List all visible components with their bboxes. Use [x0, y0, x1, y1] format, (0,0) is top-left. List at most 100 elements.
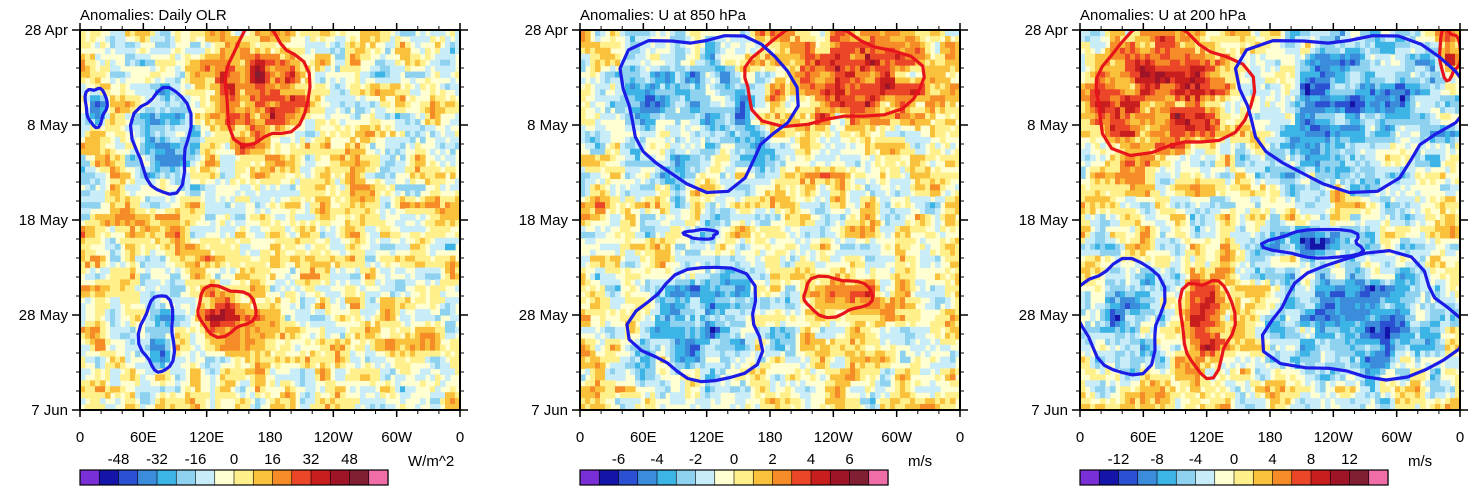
heatmap-cell — [290, 66, 296, 73]
heatmap-cell — [215, 66, 221, 73]
heatmap-cell — [440, 380, 446, 387]
heatmap-cell — [445, 48, 451, 55]
heatmap-cell — [170, 244, 176, 251]
heatmap-cell — [225, 167, 231, 174]
heatmap-cell — [125, 291, 131, 298]
heatmap-cell — [785, 42, 791, 49]
heatmap-cell — [245, 309, 251, 316]
heatmap-cell — [410, 89, 416, 96]
heatmap-cell — [900, 60, 906, 67]
heatmap-cell — [820, 78, 826, 85]
heatmap-cell — [255, 119, 261, 126]
heatmap-cell — [840, 42, 846, 49]
heatmap-cell — [675, 78, 681, 85]
colorbar-box — [138, 470, 158, 485]
heatmap-cell — [190, 333, 196, 340]
heatmap-cell — [85, 60, 91, 67]
heatmap-cell — [415, 285, 421, 292]
heatmap-cell — [335, 161, 341, 168]
heatmap-cell — [275, 143, 281, 150]
heatmap-cell — [95, 380, 101, 387]
heatmap-cell — [435, 327, 441, 334]
heatmap-cell — [215, 392, 221, 399]
heatmap-cell — [905, 78, 911, 85]
heatmap-cell — [295, 256, 301, 263]
heatmap-cell — [160, 321, 166, 328]
heatmap-cell — [435, 339, 441, 346]
heatmap-cell — [390, 42, 396, 49]
heatmap-cell — [260, 380, 266, 387]
heatmap-cell — [260, 125, 266, 132]
heatmap-cell — [140, 386, 146, 393]
heatmap-cell — [145, 398, 151, 405]
heatmap-cell — [430, 273, 436, 280]
heatmap-cell — [390, 131, 396, 138]
heatmap-cell — [170, 36, 176, 43]
heatmap-cell — [625, 83, 631, 90]
heatmap-cell — [180, 374, 186, 381]
heatmap-cell — [370, 214, 376, 221]
heatmap-cell — [255, 184, 261, 191]
heatmap-cell — [340, 78, 346, 85]
heatmap-cell — [110, 36, 116, 43]
heatmap-cell — [265, 345, 271, 352]
heatmap-cell — [250, 333, 256, 340]
heatmap-cell — [355, 184, 361, 191]
colorbar-box — [80, 470, 100, 485]
heatmap-cell — [145, 256, 151, 263]
heatmap-cell — [295, 149, 301, 156]
x-tick-label: 60E — [130, 429, 157, 446]
heatmap-cell — [760, 125, 766, 132]
heatmap-cell — [925, 95, 931, 102]
heatmap-cell — [100, 339, 106, 346]
heatmap-cell — [425, 167, 431, 174]
heatmap-cell — [415, 161, 421, 168]
heatmap-cell — [170, 392, 176, 399]
heatmap-cell — [380, 66, 386, 73]
heatmap-cell — [195, 190, 201, 197]
heatmap-cell — [315, 232, 321, 239]
heatmap-cell — [940, 42, 946, 49]
heatmap-cell — [255, 107, 261, 114]
heatmap-cell — [155, 374, 161, 381]
heatmap-cell — [300, 256, 306, 263]
heatmap-cell — [445, 208, 451, 215]
heatmap-cell — [115, 285, 121, 292]
heatmap-cell — [800, 42, 806, 49]
heatmap-cell — [360, 262, 366, 269]
heatmap-cell — [360, 107, 366, 114]
heatmap-cell — [185, 392, 191, 399]
heatmap-cell — [650, 78, 656, 85]
heatmap-cell — [135, 60, 141, 67]
heatmap-cell — [200, 309, 206, 316]
heatmap-cell — [125, 333, 131, 340]
heatmap-cell — [410, 72, 416, 79]
heatmap-cell — [165, 232, 171, 239]
colorbar-box — [176, 470, 196, 485]
heatmap-cell — [195, 208, 201, 215]
heatmap-cell — [785, 83, 791, 90]
heatmap-cell — [235, 89, 241, 96]
heatmap-cell — [220, 327, 226, 334]
heatmap-cell — [280, 155, 286, 162]
heatmap-cell — [285, 256, 291, 263]
heatmap-cell — [185, 297, 191, 304]
heatmap-cell — [660, 42, 666, 49]
heatmap-cell — [910, 72, 916, 79]
heatmap-cell — [700, 83, 706, 90]
heatmap-cell — [240, 54, 246, 61]
x-tick-label: 180 — [257, 429, 282, 446]
heatmap-cell — [415, 244, 421, 251]
heatmap-cell — [655, 54, 661, 61]
heatmap-cell — [345, 66, 351, 73]
heatmap-cell — [660, 131, 666, 138]
heatmap-cell — [245, 315, 251, 322]
heatmap-cell — [930, 101, 936, 108]
heatmap-cell — [360, 214, 366, 221]
heatmap-cell — [690, 83, 696, 90]
heatmap-cell — [610, 60, 616, 67]
heatmap-cell — [85, 244, 91, 251]
heatmap-cell — [370, 238, 376, 245]
heatmap-cell — [280, 214, 286, 221]
heatmap-cell — [320, 321, 326, 328]
